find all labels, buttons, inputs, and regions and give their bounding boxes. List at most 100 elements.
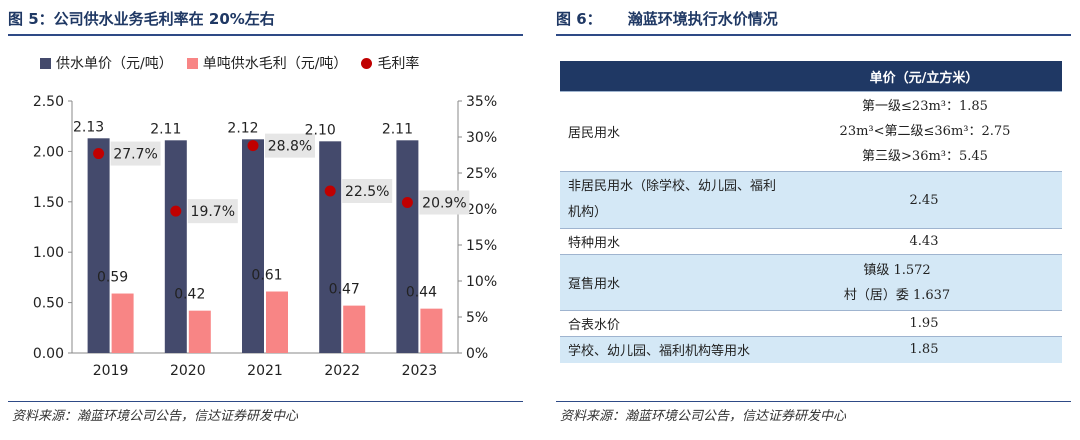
bar-chart: 0.00 0.50 1.00 1.50 2.00 2.50 0% 5% 10% 15% 20% 25%… bbox=[33, 94, 497, 379]
row-price: 第一级≤23m³：1.85 23m³<第二级≤36m³：2.75 第三级>36m… bbox=[786, 91, 1062, 172]
legend-item-gross-profit: 单吨供水毛利（元/吨） bbox=[186, 53, 348, 73]
legend-item-margin: 毛利率 bbox=[361, 53, 419, 73]
margin-dot bbox=[170, 205, 182, 217]
bar-gross-profit bbox=[111, 293, 134, 353]
price-line: 23m³<第二级≤36m³：2.75 bbox=[839, 124, 1011, 139]
price-line: 镇级 1.572 bbox=[863, 262, 931, 278]
margin-data-label: 28.8% bbox=[268, 139, 312, 155]
bar-gross-profit bbox=[420, 308, 443, 353]
row-category: 居民用水 bbox=[560, 91, 786, 172]
table-row: 非居民用水（除学校、幼儿园、福利机构） 2.45 bbox=[560, 171, 1062, 229]
margin-label-box bbox=[342, 179, 393, 203]
bar-unit-price-label: 2.11 bbox=[150, 121, 181, 137]
margin-label-box bbox=[265, 133, 315, 158]
figure-6-source: 资料来源：瀚蓝环境公司公告，信达证券研发中心 bbox=[560, 409, 847, 424]
row-price: 镇级 1.572 村（居）委 1.637 bbox=[786, 254, 1062, 311]
legend-label-gross-profit: 单吨供水毛利（元/吨） bbox=[202, 56, 348, 72]
bar-gross-profit-label: 0.44 bbox=[406, 285, 437, 301]
bar-unit-price-label: 2.10 bbox=[305, 122, 336, 138]
margin-label-box bbox=[419, 190, 470, 215]
row-price: 1.85 bbox=[786, 336, 1062, 363]
y-left-tick-label: 2.00 bbox=[33, 144, 64, 160]
legend-swatch-bar2 bbox=[186, 57, 198, 69]
bar-gross-profit-label: 0.47 bbox=[329, 282, 360, 298]
table-header-row: 单价（元/立方米） bbox=[560, 61, 1062, 92]
figure-6-panel: 图 6： 瀚蓝环境执行水价情况 单价（元/立方米） 居民用水 第一级≤23m³：… bbox=[548, 0, 1080, 440]
y-left-tick-label: 1.50 bbox=[33, 195, 64, 211]
table-row: 特种用水 4.43 bbox=[560, 228, 1062, 255]
bar-gross-profit-label: 0.61 bbox=[251, 268, 282, 284]
x-tick-label: 2022 bbox=[324, 363, 360, 379]
y-right-tick-label: 0% bbox=[466, 346, 488, 362]
margin-data-label: 22.5% bbox=[345, 184, 389, 200]
source-divider bbox=[8, 401, 523, 402]
row-category: 特种用水 bbox=[560, 228, 786, 255]
bar-unit-price bbox=[164, 140, 187, 353]
legend-swatch-dot bbox=[361, 57, 373, 69]
margin-data-label: 27.7% bbox=[113, 147, 157, 163]
figure-5-source: 资料来源：瀚蓝环境公司公告，信达证券研发中心 bbox=[12, 409, 299, 424]
table-row: 居民用水 第一级≤23m³：1.85 23m³<第二级≤36m³：2.75 第三… bbox=[560, 91, 1062, 172]
table-header-price: 单价（元/立方米） bbox=[786, 61, 1062, 92]
title-divider bbox=[556, 34, 1071, 36]
margin-data-label: 19.7% bbox=[191, 204, 235, 220]
y-right-tick-label: 15% bbox=[466, 238, 497, 254]
y-left-tick-label: 0.50 bbox=[33, 296, 64, 312]
margin-dot bbox=[93, 148, 105, 160]
table-header-category bbox=[560, 61, 786, 92]
figure-5-title: 图 5：公司供水业务毛利率在 20%左右 bbox=[8, 10, 275, 28]
y-left-tick-label: 0.00 bbox=[33, 346, 64, 362]
margin-dot bbox=[247, 140, 259, 152]
row-category: 学校、幼儿园、福利机构等用水 bbox=[560, 336, 786, 363]
bar-unit-price-label: 2.13 bbox=[73, 119, 104, 135]
x-tick-label: 2020 bbox=[170, 363, 206, 379]
bar-gross-profit bbox=[266, 291, 288, 353]
y-right-tick-label: 35% bbox=[466, 94, 497, 110]
row-category: 非居民用水（除学校、幼儿园、福利机构） bbox=[560, 171, 786, 229]
table-row: 学校、幼儿园、福利机构等用水 1.85 bbox=[560, 336, 1062, 363]
row-price: 2.45 bbox=[786, 171, 1062, 229]
margin-data-label: 20.9% bbox=[422, 196, 466, 212]
y-right-tick-label: 20% bbox=[466, 202, 497, 218]
legend-label-margin: 毛利率 bbox=[377, 56, 420, 72]
legend-item-unit-price: 供水单价（元/吨） bbox=[40, 53, 173, 73]
row-price: 4.43 bbox=[786, 228, 1062, 255]
x-tick-label: 2023 bbox=[402, 363, 438, 379]
water-price-table: 单价（元/立方米） 居民用水 第一级≤23m³：1.85 23m³<第二级≤36… bbox=[560, 61, 1062, 363]
bar-gross-profit-label: 0.42 bbox=[174, 287, 205, 303]
row-price: 1.95 bbox=[786, 310, 1062, 337]
legend-swatch-bar1 bbox=[40, 57, 51, 69]
figure-6-title: 图 6： 瀚蓝环境执行水价情况 bbox=[556, 10, 778, 28]
legend-label-unit-price: 供水单价（元/吨） bbox=[56, 56, 173, 72]
bar-unit-price bbox=[319, 141, 342, 353]
price-line: 第一级≤23m³：1.85 bbox=[862, 99, 988, 114]
x-tick-label: 2019 bbox=[93, 363, 129, 379]
y-right-tick-label: 30% bbox=[466, 130, 497, 146]
y-left-tick-label: 1.00 bbox=[33, 245, 64, 261]
y-right-tick-label: 5% bbox=[466, 310, 488, 326]
bar-unit-price-label: 2.12 bbox=[227, 120, 258, 136]
title-divider bbox=[8, 34, 523, 36]
table-row: 合表水价 1.95 bbox=[560, 310, 1062, 337]
figure-5-panel: 图 5：公司供水业务毛利率在 20%左右 供水单价（元/吨） 单吨供水毛利（元/… bbox=[0, 0, 530, 440]
table-row: 趸售用水 镇级 1.572 村（居）委 1.637 bbox=[560, 254, 1062, 311]
bar-gross-profit-label: 0.59 bbox=[97, 270, 128, 286]
x-tick-label: 2021 bbox=[247, 363, 283, 379]
row-category: 合表水价 bbox=[560, 310, 786, 337]
bar-unit-price bbox=[87, 138, 110, 353]
margin-dot bbox=[401, 197, 413, 209]
bar-unit-price bbox=[242, 139, 264, 353]
bar-unit-price bbox=[396, 140, 419, 353]
y-left-tick-label: 2.50 bbox=[33, 94, 64, 110]
y-right-tick-label: 25% bbox=[466, 166, 497, 182]
bar-unit-price-label: 2.11 bbox=[382, 121, 413, 137]
chart-legend: 供水单价（元/吨） 单吨供水毛利（元/吨） 毛利率 bbox=[40, 52, 433, 74]
margin-label-box bbox=[110, 141, 161, 166]
bar-gross-profit bbox=[343, 305, 366, 353]
price-line: 村（居）委 1.637 bbox=[843, 287, 951, 303]
bar-gross-profit bbox=[188, 310, 211, 353]
margin-label-box bbox=[187, 199, 238, 224]
margin-dot bbox=[324, 185, 336, 197]
source-divider bbox=[556, 401, 1071, 402]
y-right-tick-label: 10% bbox=[466, 274, 497, 290]
